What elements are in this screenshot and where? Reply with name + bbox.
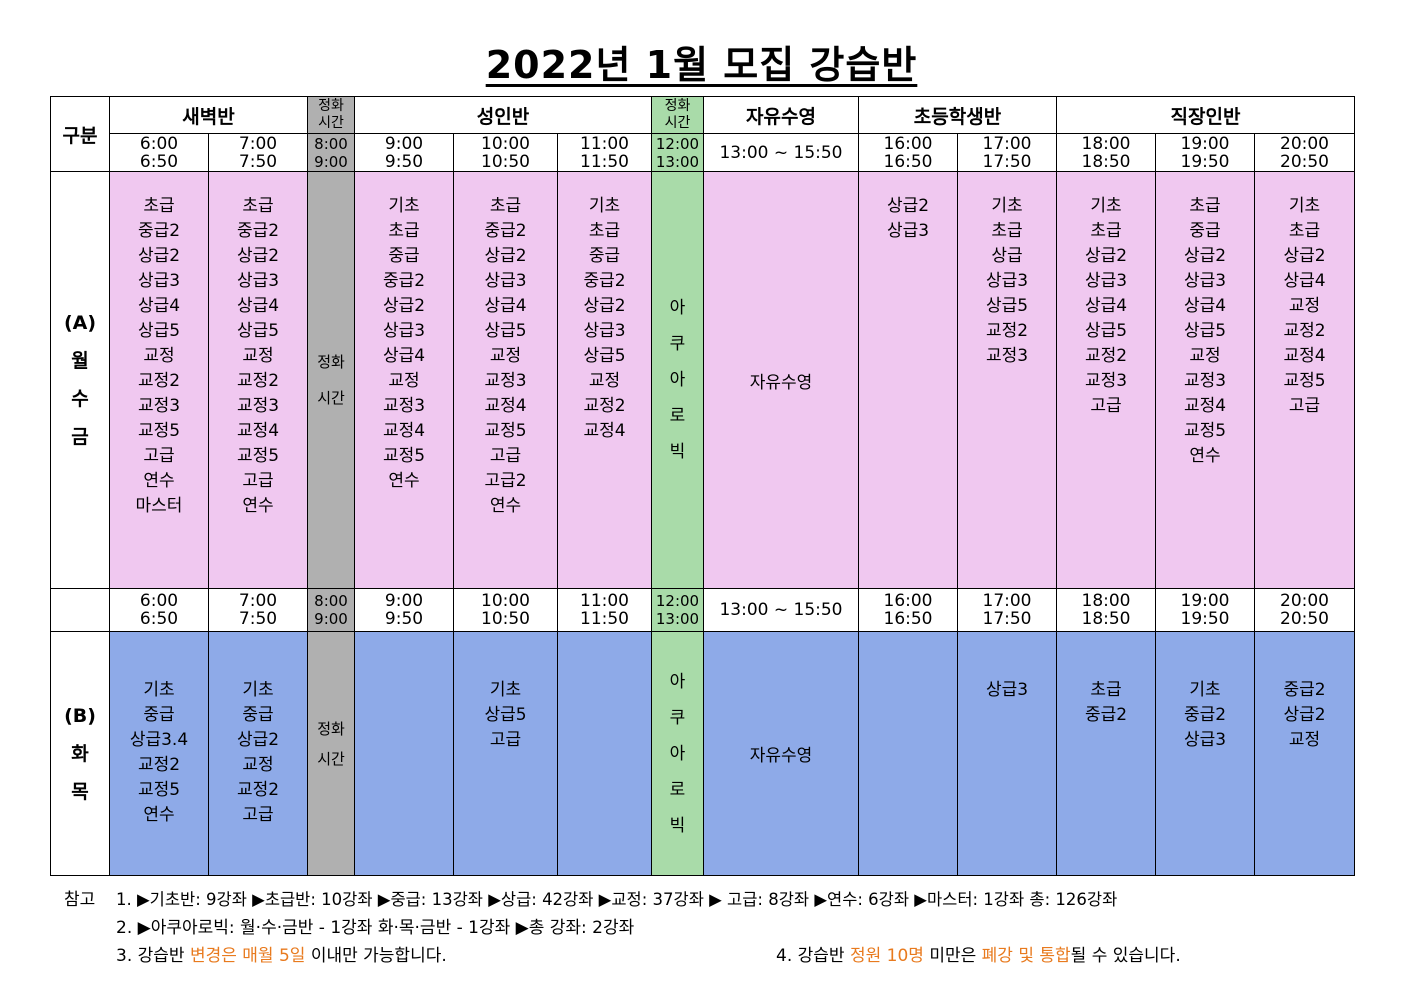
class-list: 기초 상급5 고급 [454,632,558,876]
group-elementary: 초등학생반 [859,97,1057,134]
time-cell: 19:00 19:50 [1156,589,1255,632]
time-cell: 13:00 ~ 15:50 [704,589,859,632]
time-cell: 7:00 7:50 [209,134,308,172]
page-title: 2022년 1월 모집 강습반 [485,43,918,87]
class-list: 초급 중급2 상급2 상급3 상급4 상급5 교정 교정2 교정3 교정4 교정… [209,172,308,589]
time-cell: 20:00 20:50 [1255,589,1355,632]
note-line-4e: 될 수 있습니다. [1070,946,1181,966]
aquarobic-cell: 아 쿠 아 로 빅 [652,172,704,589]
class-list: 기초 중급 상급2 교정 교정2 고급 [209,632,308,876]
time-cell: 7:00 7:50 [209,589,308,632]
time-cell: 12:00 13:00 [652,589,704,632]
class-list: 초급 중급 상급2 상급3 상급4 상급5 교정 교정3 교정4 교정5 연수 [1156,172,1255,589]
note-line-4c: 미만은 [923,946,982,966]
note-line-4a: 4. 강습반 [776,946,850,966]
class-list: 상급2 상급3 [859,172,958,589]
class-list [859,632,958,876]
time-cell: 17:00 17:50 [958,134,1057,172]
group-adult: 성인반 [355,97,652,134]
time-cell: 16:00 16:50 [859,134,958,172]
time-cell: 8:00 9:00 [308,134,355,172]
class-list: 중급2 상급2 교정 [1255,632,1355,876]
time-cell: 18:00 18:50 [1057,589,1156,632]
blank-cell [51,589,110,632]
break-cell: 정화 시간 [308,632,355,876]
note-line-4: 4. 강습반 정원 10명 미만은 폐강 및 통합될 수 있습니다. [776,942,1181,970]
group-break1: 정화 시간 [308,97,355,134]
time-cell: 10:00 10:50 [454,134,558,172]
group-free: 자유수영 [704,97,859,134]
class-list [355,632,454,876]
time-cell: 10:00 10:50 [454,589,558,632]
time-cell: 6:00 6:50 [110,589,209,632]
break-cell: 정화 시간 [308,172,355,589]
class-list: 초급 중급2 상급2 상급3 상급4 상급5 교정 교정3 교정4 교정5 고급… [454,172,558,589]
note-line-4-highlight1: 정원 10명 [849,946,924,966]
schedule-table: 구분 새벽반 정화 시간 성인반 정화 시간 자유수영 초등학생반 직장인반 6… [50,96,1355,876]
time-cell: 16:00 16:50 [859,589,958,632]
note-line-3a: 3. 강습반 [116,946,190,966]
class-list [558,632,652,876]
note-line-3c: 이내만 가능합니다. [305,946,447,966]
class-list: 상급3 [958,632,1057,876]
class-list: 기초 초급 상급 상급3 상급5 교정2 교정3 [958,172,1057,589]
time-cell: 11:00 11:50 [558,134,652,172]
class-list: 기초 초급 중급 중급2 상급2 상급3 상급5 교정 교정2 교정4 [558,172,652,589]
group-worker: 직장인반 [1057,97,1355,134]
group-break2: 정화 시간 [652,97,704,134]
class-list: 초급 중급2 [1057,632,1156,876]
note-line-3: 3. 강습반 변경은 매월 5일 이내만 가능합니다. [116,942,447,970]
note-line-3-highlight: 변경은 매월 5일 [189,946,306,966]
aquarobic-cell: 아 쿠 아 로 빅 [652,632,704,876]
note-line-4-highlight2: 폐강 및 통합 [981,946,1071,966]
class-list: 기초 중급 상급3.4 교정2 교정5 연수 [110,632,209,876]
row-label-b: (B) 화 목 [51,632,110,876]
time-cell: 12:00 13:00 [652,134,704,172]
time-cell: 17:00 17:50 [958,589,1057,632]
time-cell: 20:00 20:50 [1255,134,1355,172]
class-list: 기초 중급2 상급3 [1156,632,1255,876]
time-cell: 11:00 11:50 [558,589,652,632]
note-line-2: 2. ▶아쿠아로빅: 월·수·금반 - 1강좌 화·목·금반 - 1강좌 ▶총 … [116,918,635,938]
time-cell: 8:00 9:00 [308,589,355,632]
class-list: 기초 초급 상급2 상급4 교정 교정2 교정4 교정5 고급 [1255,172,1355,589]
class-list: 기초 초급 상급2 상급3 상급4 상급5 교정2 교정3 고급 [1057,172,1156,589]
group-dawn: 새벽반 [110,97,308,134]
time-cell: 9:00 9:50 [355,589,454,632]
free-swim-cell: 자유수영 [704,632,859,876]
row-label-a: (A) 월 수 금 [51,172,110,589]
time-cell: 18:00 18:50 [1057,134,1156,172]
notes-prefix: 참고 [64,890,96,910]
time-cell: 13:00 ~ 15:50 [704,134,859,172]
class-list: 초급 중급2 상급2 상급3 상급4 상급5 교정 교정2 교정3 교정5 고급… [110,172,209,589]
note-line-1: 1. ▶기초반: 9강좌 ▶초급반: 10강좌 ▶중급: 13강좌 ▶상급: 4… [116,890,1118,909]
time-cell: 9:00 9:50 [355,134,454,172]
time-cell: 19:00 19:50 [1156,134,1255,172]
class-list: 기초 초급 중급 중급2 상급2 상급3 상급4 교정 교정3 교정4 교정5 … [355,172,454,589]
free-swim-cell: 자유수영 [704,172,859,589]
gubun-header: 구분 [51,97,110,172]
time-cell: 6:00 6:50 [110,134,209,172]
